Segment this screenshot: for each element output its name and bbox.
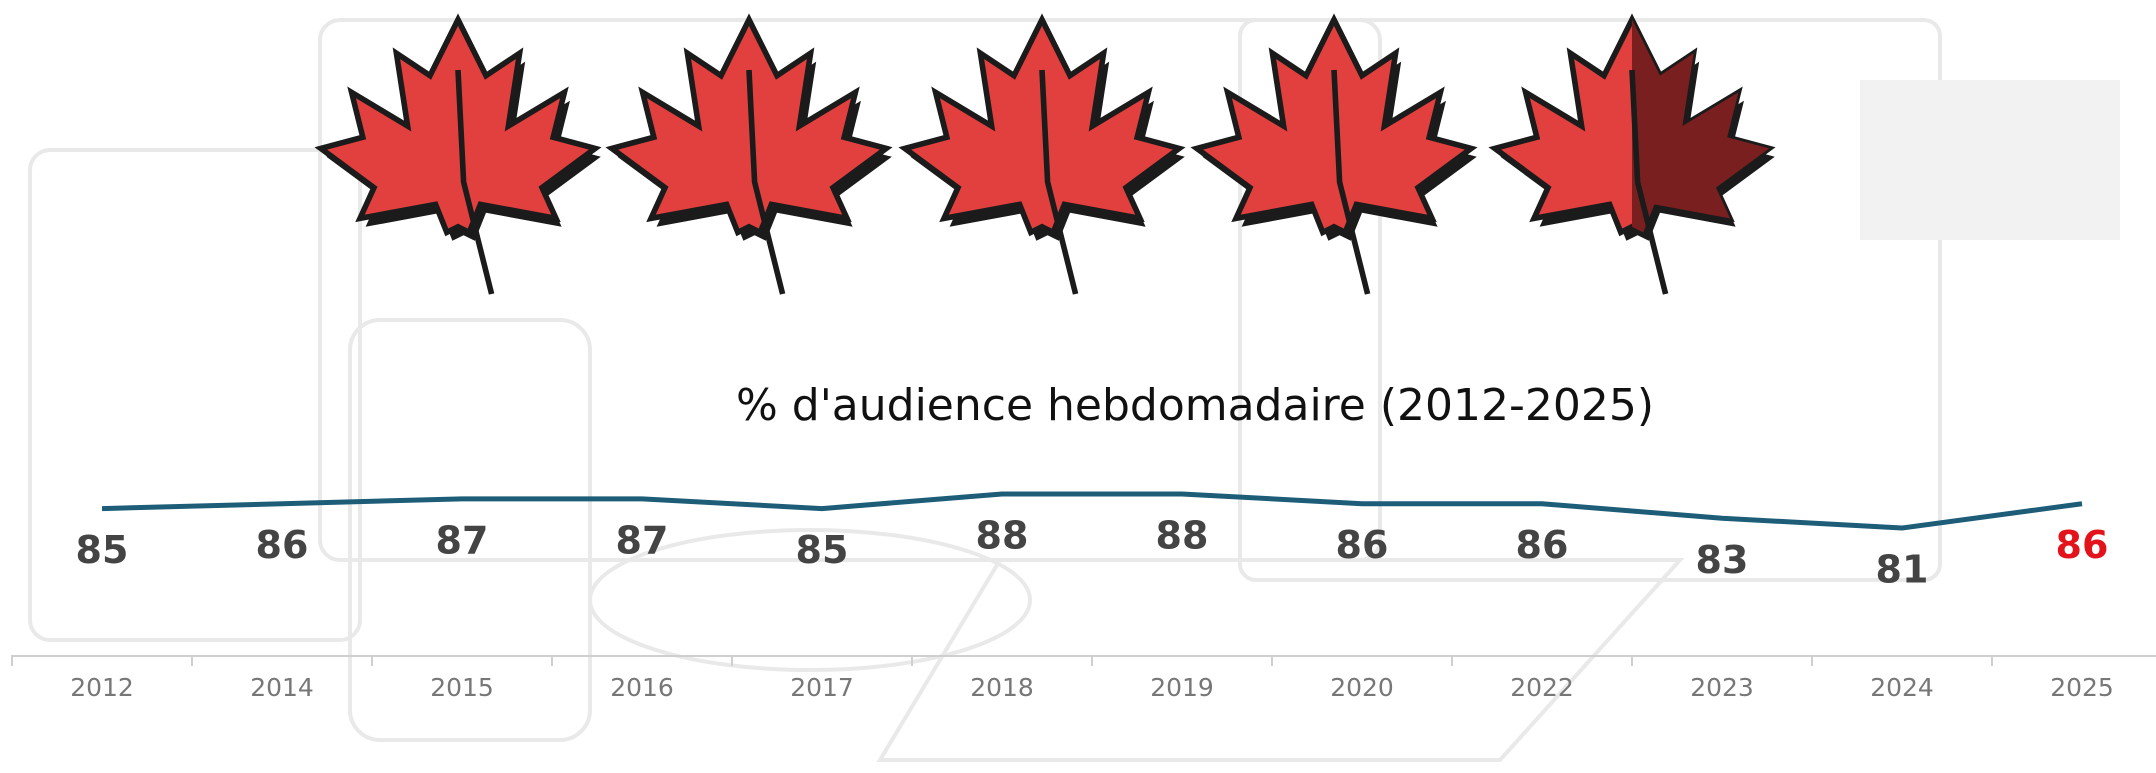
- data-label: 85: [796, 528, 849, 572]
- data-label: 86: [2056, 523, 2109, 567]
- maple-leaves: [321, 20, 1775, 294]
- data-label: 86: [1516, 523, 1569, 567]
- chart-title: % d'audience hebdomadaire (2012-2025): [736, 380, 1654, 431]
- data-label: 88: [1156, 514, 1209, 558]
- x-tick-label: 2015: [430, 673, 494, 702]
- x-tick-label: 2023: [1690, 673, 1754, 702]
- data-label: 85: [76, 528, 129, 572]
- x-tick-label: 2025: [2050, 673, 2114, 702]
- x-tick-label: 2018: [970, 673, 1034, 702]
- data-label: 86: [256, 523, 309, 567]
- chart: % d'audience hebdomadaire (2012-2025) 20…: [0, 0, 2156, 773]
- data-label: 81: [1876, 548, 1929, 592]
- data-label: 87: [436, 518, 489, 562]
- x-tick-label: 2014: [250, 673, 314, 702]
- x-tick-label: 2016: [610, 673, 674, 702]
- data-line: [102, 494, 2082, 528]
- x-tick-label: 2017: [790, 673, 854, 702]
- data-label: 87: [616, 518, 669, 562]
- x-tick-label: 2022: [1510, 673, 1574, 702]
- data-label: 83: [1696, 538, 1749, 582]
- x-tick-label: 2012: [70, 673, 134, 702]
- x-tick-label: 2024: [1870, 673, 1934, 702]
- x-tick-label: 2020: [1330, 673, 1394, 702]
- data-label: 88: [976, 514, 1029, 558]
- x-tick-label: 2019: [1150, 673, 1214, 702]
- data-label: 86: [1336, 523, 1389, 567]
